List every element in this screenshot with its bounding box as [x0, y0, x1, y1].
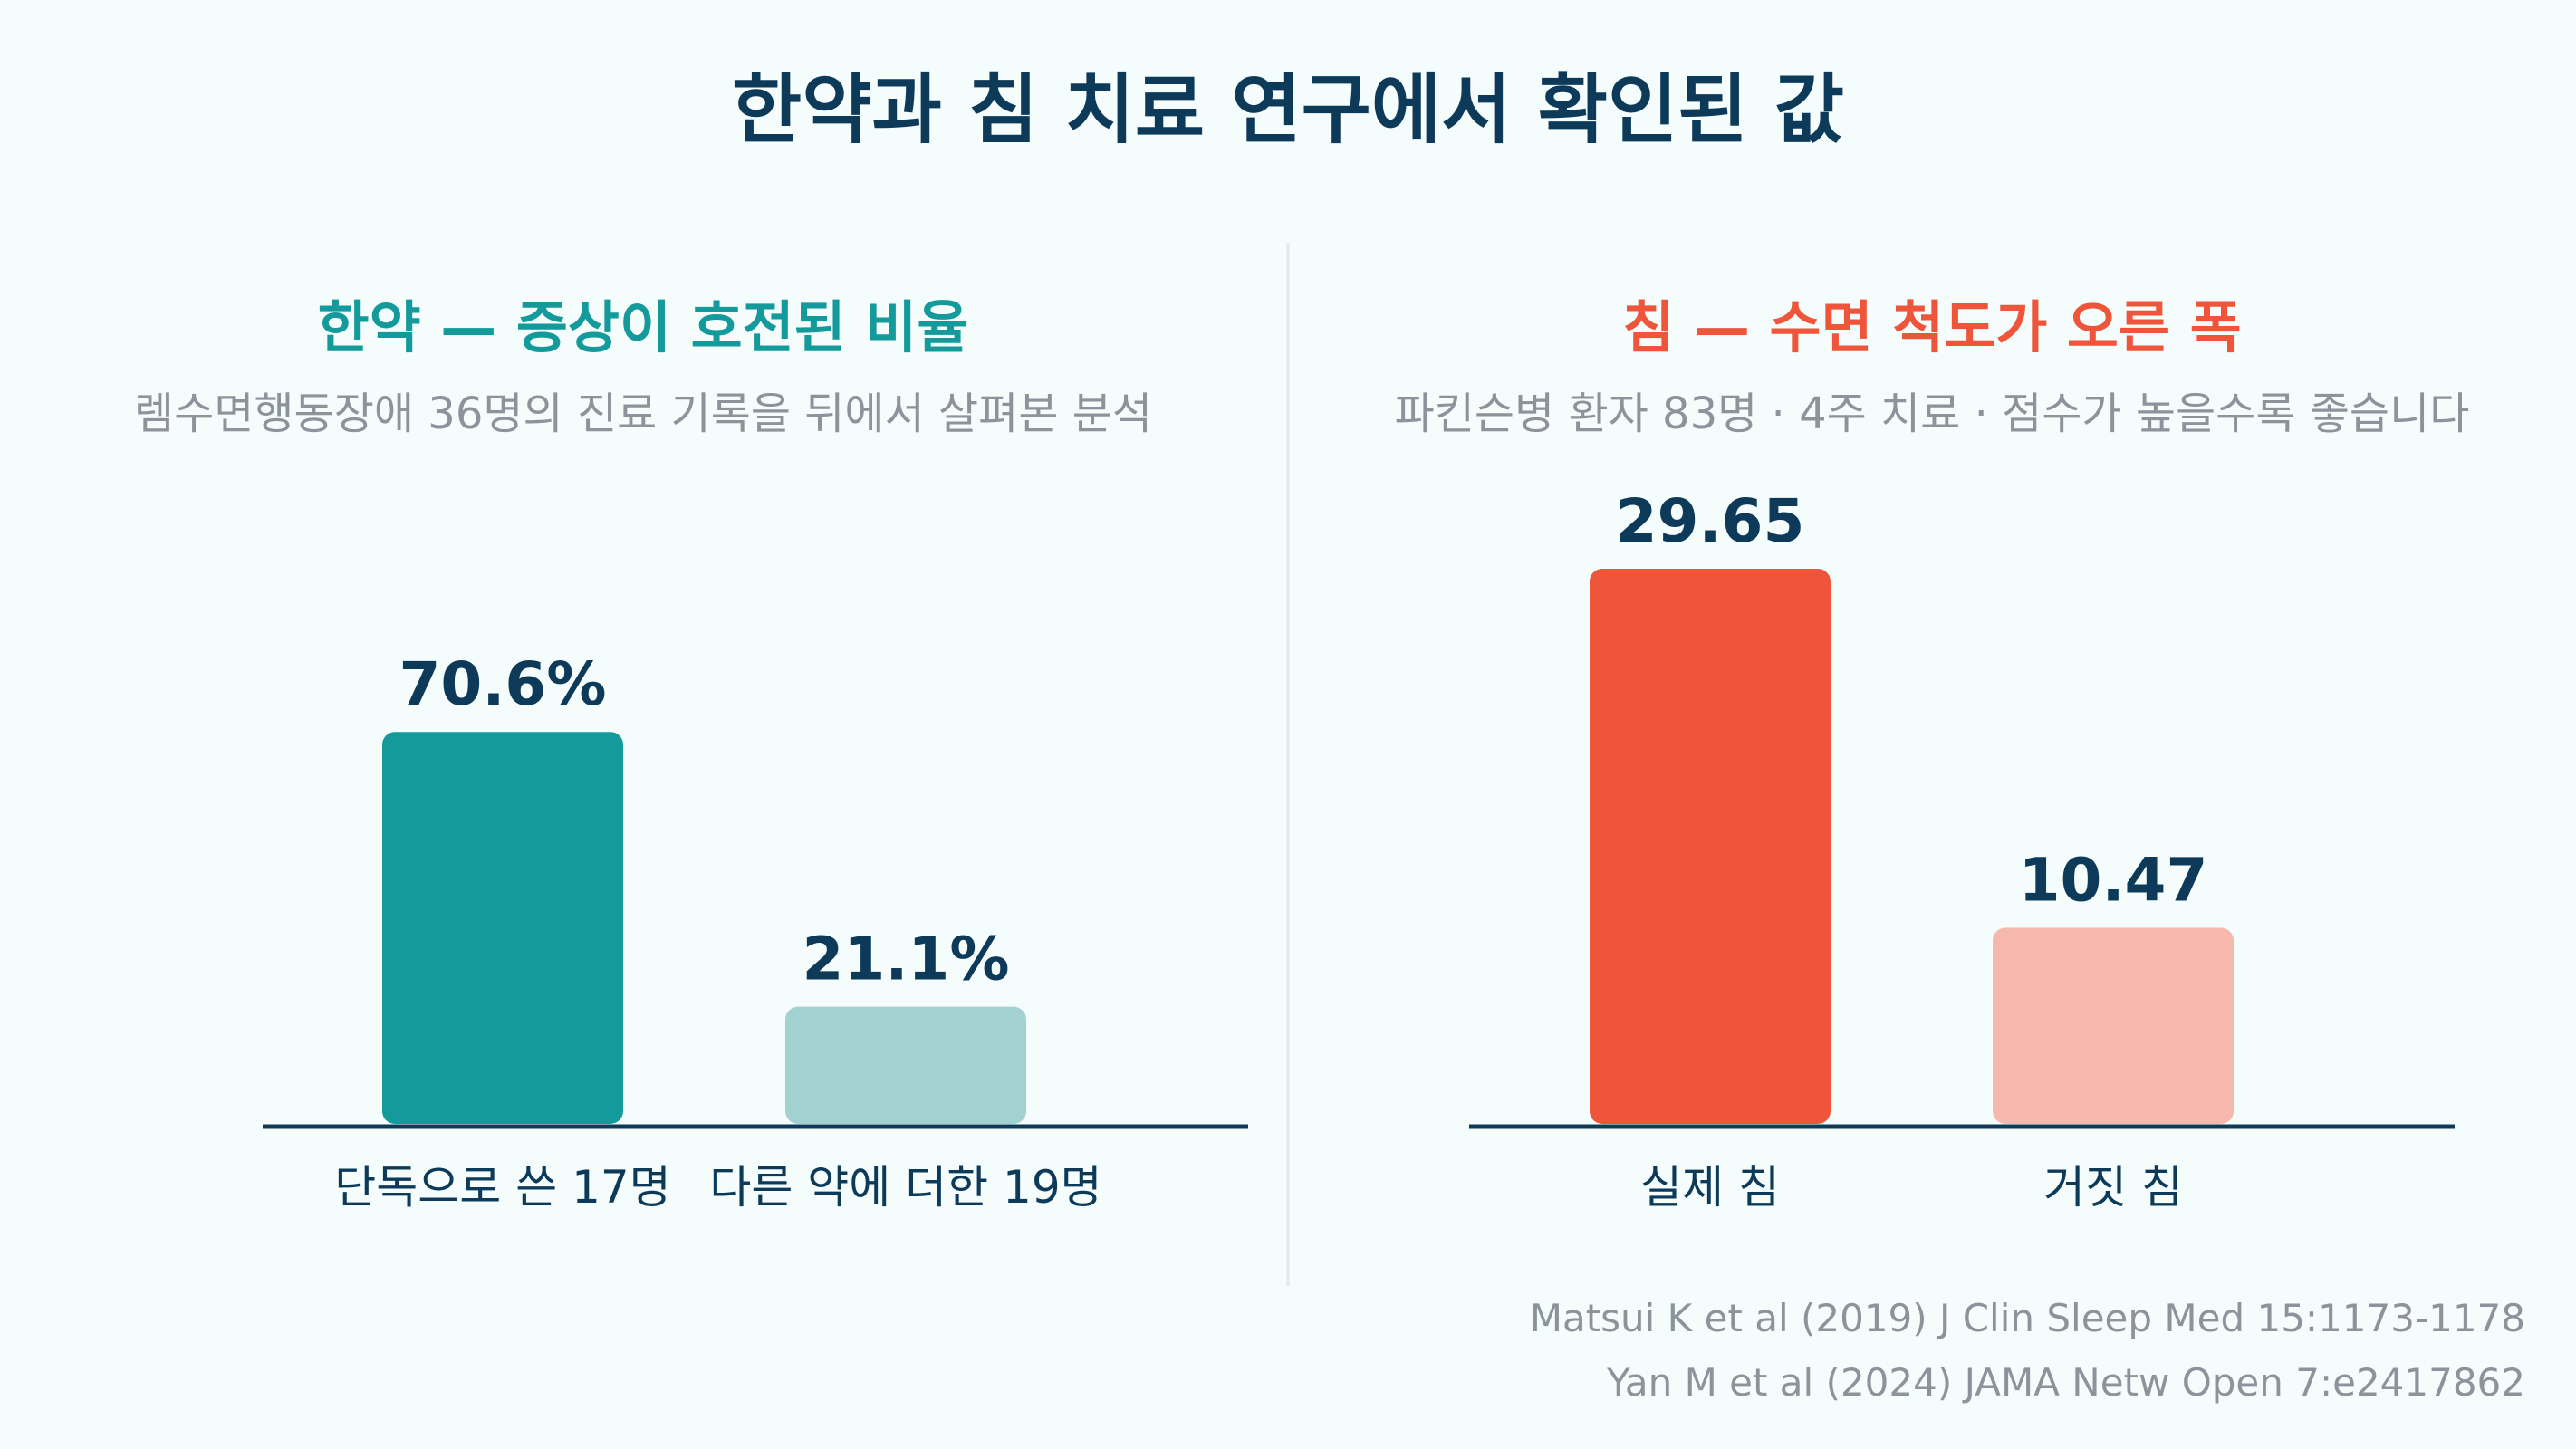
acupuncture-bar-1: [1590, 569, 1831, 1124]
acupuncture-bar-2: [1993, 927, 2234, 1124]
acupuncture-value-label-1: 29.65: [1616, 486, 1805, 556]
herbal-panel: 한약 — 증상이 호전된 비율 렘수면행동장애 36명의 진료 기록을 뒤에서 …: [134, 294, 1248, 1214]
citation-1: Matsui K et al (2019) J Clin Sleep Med 1…: [1530, 1296, 2525, 1340]
herbal-bar-1: [382, 732, 623, 1124]
main-title: 한약과 침 치료 연구에서 확인된 값: [732, 65, 1844, 154]
acupuncture-bars: 29.65 실제 침 10.47 거짓 침: [1590, 486, 2234, 1214]
herbal-chart-subtitle: 렘수면행동장애 36명의 진료 기록을 뒤에서 살펴본 분석: [134, 389, 1152, 439]
herbal-value-label-2: 21.1%: [803, 925, 1010, 994]
acupuncture-chart-subtitle: 파킨슨병 환자 83명 · 4주 치료 · 점수가 높을수록 좋습니다: [1395, 389, 2470, 439]
herbal-category-label-2: 다른 약에 더한 19명: [709, 1161, 1101, 1214]
acupuncture-category-label-2: 거짓 침: [2043, 1161, 2183, 1214]
herbal-bar-2: [785, 1006, 1026, 1124]
herbal-category-label-1: 단독으로 쓴 17명: [334, 1161, 670, 1214]
herbal-bars: 70.6% 단독으로 쓴 17명 21.1% 다른 약에 더한 19명: [334, 649, 1101, 1214]
acupuncture-value-label-2: 10.47: [2019, 846, 2208, 916]
acupuncture-panel: 침 — 수면 척도가 오른 폭 파킨슨병 환자 83명 · 4주 치료 · 점수…: [1395, 294, 2470, 1214]
acupuncture-chart-title: 침 — 수면 척도가 오른 폭: [1622, 294, 2241, 360]
acupuncture-category-label-1: 실제 침: [1640, 1161, 1780, 1214]
citation-2: Yan M et al (2024) JAMA Netw Open 7:e241…: [1606, 1360, 2525, 1405]
herbal-value-label-1: 70.6%: [399, 649, 607, 719]
herbal-chart-title: 한약 — 증상이 호전된 비율: [318, 294, 969, 360]
